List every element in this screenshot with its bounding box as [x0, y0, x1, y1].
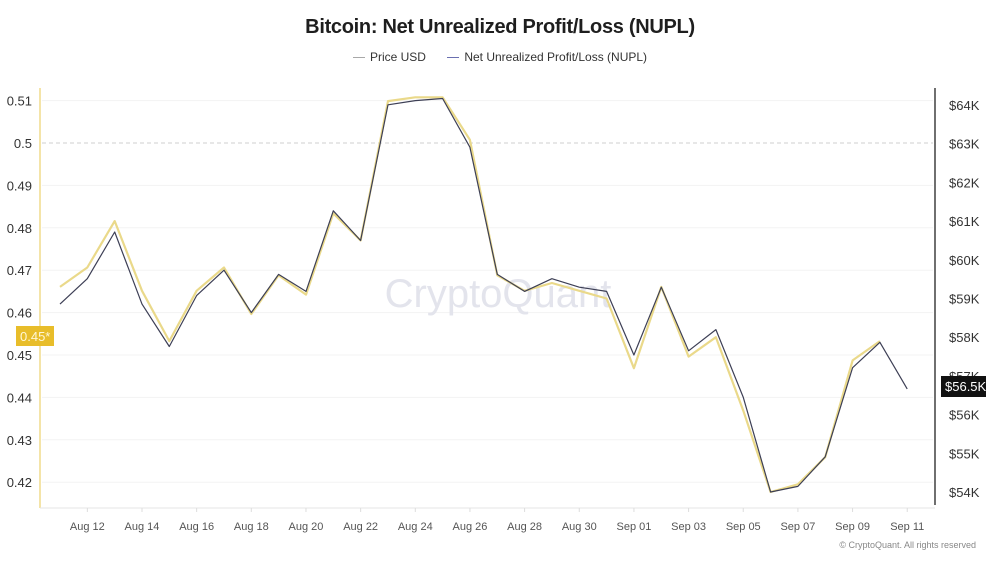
x-tick-label: Sep 09 — [835, 521, 870, 533]
legend-label-nupl: Net Unrealized Profit/Loss (NUPL) — [464, 50, 648, 64]
left-tick-label: 0.47 — [7, 263, 32, 278]
x-tick-label: Sep 11 — [890, 521, 924, 533]
right-tick-label: $54K — [949, 485, 980, 500]
legend-item-nupl[interactable]: Net Unrealized Profit/Loss (NUPL) — [447, 50, 647, 64]
gridlines — [42, 100, 933, 483]
x-tick-label: Sep 07 — [780, 521, 815, 533]
right-value-badge: $56.5K — [941, 376, 987, 397]
right-tick-label: $56K — [949, 408, 980, 423]
nupl-line[interactable] — [59, 97, 908, 493]
price-usd-line[interactable] — [59, 96, 881, 494]
left-tick-label: 0.51 — [7, 94, 32, 109]
right-tick-label: $62K — [949, 175, 980, 190]
nupl-swatch-icon — [447, 57, 460, 59]
left-tick-label: 0.45 — [7, 348, 32, 363]
x-tick-label: Aug 20 — [289, 521, 324, 533]
x-tick-label: Aug 30 — [562, 521, 597, 533]
x-tick-label: Aug 24 — [398, 521, 433, 533]
left-tick-label: 0.42 — [7, 475, 32, 490]
x-tick-label: Aug 16 — [179, 521, 214, 533]
legend-label-price: Price USD — [369, 50, 426, 64]
x-axis-ticks: Aug 12 Aug 14 Aug 16 Aug 18 Aug 20 Aug 22 Aug … — [70, 508, 924, 533]
x-tick-label: Aug 14 — [125, 521, 160, 533]
right-axis-ticks: $64K$63K$62K$61K$60K$59K$58K$57K$56K$55K… — [949, 98, 980, 500]
left-tick-label: 0.46 — [7, 306, 32, 321]
left-tick-label: 0.49 — [7, 178, 32, 193]
x-tick-label: Aug 12 — [70, 521, 105, 533]
right-tick-label: $58K — [949, 330, 980, 345]
left-axis-ticks: 0.51 0.5 0.49 0.48 0.47 0.46 0.45 0.44 0.43 0.42 — [7, 94, 32, 491]
legend-item-price[interactable]: Price USD — [352, 50, 426, 64]
x-tick-label: Aug 28 — [507, 521, 542, 533]
right-badge-text: $56.5K — [945, 379, 987, 394]
price-swatch-icon — [352, 57, 365, 59]
x-tick-label: Aug 22 — [343, 521, 378, 533]
right-tick-label: $59K — [949, 292, 980, 307]
right-tick-label: $55K — [949, 446, 980, 461]
left-badge-text: 0.45* — [20, 329, 50, 344]
x-tick-label: Aug 18 — [234, 521, 269, 533]
x-tick-label: Sep 05 — [726, 521, 761, 533]
left-tick-label: 0.44 — [7, 390, 32, 405]
right-tick-label: $63K — [949, 137, 980, 152]
chart-title: Bitcoin: Net Unrealized Profit/Loss (NUP… — [305, 16, 695, 38]
right-tick-label: $64K — [949, 98, 980, 113]
x-tick-label: Sep 01 — [616, 521, 651, 533]
left-tick-label: 0.43 — [7, 433, 32, 448]
legend: Price USD Net Unrealized Profit/Loss (NU… — [0, 50, 1000, 64]
copyright-credit: © CryptoQuant. All rights reserved — [839, 540, 976, 550]
watermark-text: CryptoQuant — [385, 272, 612, 316]
x-tick-label: Aug 26 — [453, 521, 488, 533]
x-tick-label: Sep 03 — [671, 521, 706, 533]
left-value-badge: 0.45* — [16, 326, 54, 346]
right-tick-label: $61K — [949, 214, 980, 229]
left-tick-label: 0.5 — [14, 136, 32, 151]
left-tick-label: 0.48 — [7, 221, 32, 236]
right-tick-label: $60K — [949, 253, 980, 268]
